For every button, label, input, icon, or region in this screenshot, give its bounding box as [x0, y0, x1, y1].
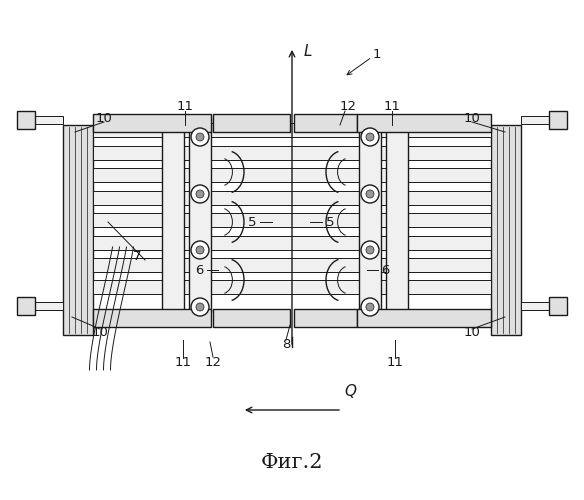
- Bar: [294, 114, 357, 132]
- Circle shape: [366, 133, 374, 141]
- Bar: [213, 114, 290, 132]
- Bar: [93, 258, 491, 272]
- Text: 5: 5: [248, 216, 256, 228]
- Circle shape: [191, 128, 209, 146]
- Text: L: L: [304, 44, 312, 60]
- Bar: [162, 117, 184, 312]
- Text: Фиг.2: Фиг.2: [260, 452, 324, 471]
- Text: 12: 12: [339, 100, 356, 114]
- Bar: [357, 114, 491, 132]
- Bar: [93, 309, 211, 327]
- Bar: [521, 116, 549, 124]
- Bar: [357, 309, 491, 327]
- Text: 8: 8: [282, 338, 290, 351]
- Bar: [93, 191, 491, 205]
- Text: 11: 11: [384, 100, 401, 114]
- Text: Q: Q: [344, 384, 356, 399]
- Circle shape: [361, 298, 379, 316]
- Circle shape: [191, 185, 209, 203]
- Bar: [213, 309, 290, 327]
- Circle shape: [361, 128, 379, 146]
- Bar: [521, 302, 549, 310]
- Text: 12: 12: [204, 356, 221, 368]
- Circle shape: [196, 190, 204, 198]
- Text: 6: 6: [195, 264, 203, 276]
- Text: 10: 10: [96, 112, 113, 124]
- Bar: [35, 302, 63, 310]
- Bar: [189, 117, 211, 312]
- Circle shape: [361, 241, 379, 259]
- Bar: [93, 123, 491, 137]
- Bar: [549, 111, 567, 129]
- Bar: [93, 114, 211, 132]
- Bar: [491, 125, 521, 335]
- Circle shape: [191, 241, 209, 259]
- Text: 1: 1: [373, 48, 381, 60]
- Circle shape: [366, 246, 374, 254]
- Circle shape: [191, 298, 209, 316]
- Text: 6: 6: [381, 264, 389, 276]
- Bar: [294, 309, 357, 327]
- Bar: [17, 111, 35, 129]
- Text: 5: 5: [326, 216, 334, 228]
- Circle shape: [196, 133, 204, 141]
- Bar: [35, 116, 63, 124]
- Bar: [17, 297, 35, 315]
- Bar: [93, 168, 491, 182]
- Circle shape: [196, 303, 204, 311]
- Circle shape: [361, 185, 379, 203]
- Bar: [93, 280, 491, 294]
- Text: 10: 10: [464, 112, 481, 124]
- Text: 11: 11: [176, 100, 193, 114]
- Circle shape: [366, 303, 374, 311]
- Bar: [93, 236, 491, 250]
- Text: 11: 11: [387, 356, 404, 368]
- Bar: [93, 146, 491, 160]
- Text: 11: 11: [175, 356, 192, 368]
- Text: 7: 7: [133, 250, 141, 264]
- Bar: [63, 125, 93, 335]
- Text: 10: 10: [464, 326, 481, 340]
- Circle shape: [196, 246, 204, 254]
- Bar: [386, 117, 408, 312]
- Bar: [359, 117, 381, 312]
- Bar: [93, 213, 491, 227]
- Circle shape: [366, 190, 374, 198]
- Text: 10: 10: [92, 326, 109, 340]
- Bar: [549, 297, 567, 315]
